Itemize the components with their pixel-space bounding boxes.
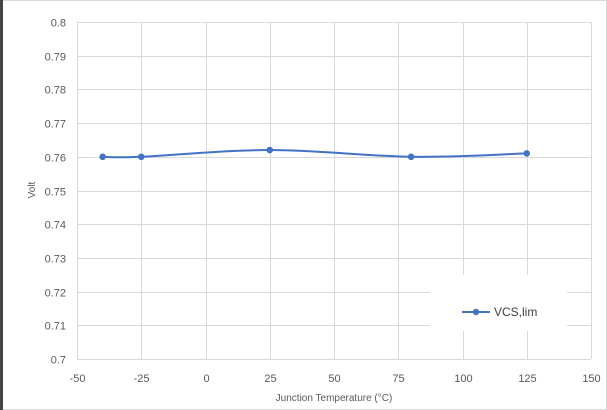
- x-tick-label: 125: [518, 373, 536, 385]
- legend-box: [430, 275, 567, 331]
- series-layer: [99, 146, 531, 161]
- legend-label: VCS,lim: [494, 305, 537, 319]
- y-tick-label: 0.79: [45, 52, 66, 64]
- y-tick-label: 0.7: [51, 355, 66, 367]
- y-tick-label: 0.76: [45, 153, 66, 165]
- y-tick-label: 0.8: [51, 18, 66, 30]
- legend: VCS,lim: [430, 275, 567, 331]
- x-tick-label: -25: [134, 373, 150, 385]
- x-axis-title: Junction Temperature (°C): [276, 393, 393, 404]
- x-tick-label: 25: [264, 373, 276, 385]
- y-tick-label: 0.77: [45, 119, 66, 131]
- legend-marker-swatch: [472, 308, 480, 316]
- x-tick-label: 100: [454, 373, 472, 385]
- data-point-marker: [137, 153, 145, 161]
- x-tick-label: 75: [392, 373, 404, 385]
- data-point-marker: [407, 153, 415, 161]
- gridlines: [77, 22, 592, 360]
- data-point-marker: [266, 146, 274, 154]
- x-tick-label: 150: [582, 373, 600, 385]
- data-point-marker: [523, 150, 531, 157]
- series-line-vcs-lim: [102, 149, 527, 159]
- x-tick-labels: -50 -25 0 25 50 75 100 125 150: [70, 373, 601, 385]
- window-edge: [0, 0, 3, 410]
- data-point-marker: [99, 153, 106, 161]
- y-tick-label: 0.73: [45, 254, 66, 266]
- y-tick-label: 0.74: [45, 220, 66, 232]
- x-tick-label: 0: [203, 373, 209, 385]
- y-axis-title: Volt: [27, 181, 38, 198]
- x-tick-label: 50: [328, 373, 340, 385]
- y-tick-label: 0.71: [45, 321, 66, 333]
- x-tick-label: -50: [70, 373, 86, 385]
- y-tick-label: 0.72: [45, 288, 66, 300]
- y-tick-label: 0.78: [45, 85, 66, 97]
- y-tick-label: 0.75: [45, 187, 66, 199]
- y-tick-labels: 0.7 0.71 0.72 0.73 0.74 0.75 0.76 0.77 0.78 0.79 0…: [45, 18, 66, 367]
